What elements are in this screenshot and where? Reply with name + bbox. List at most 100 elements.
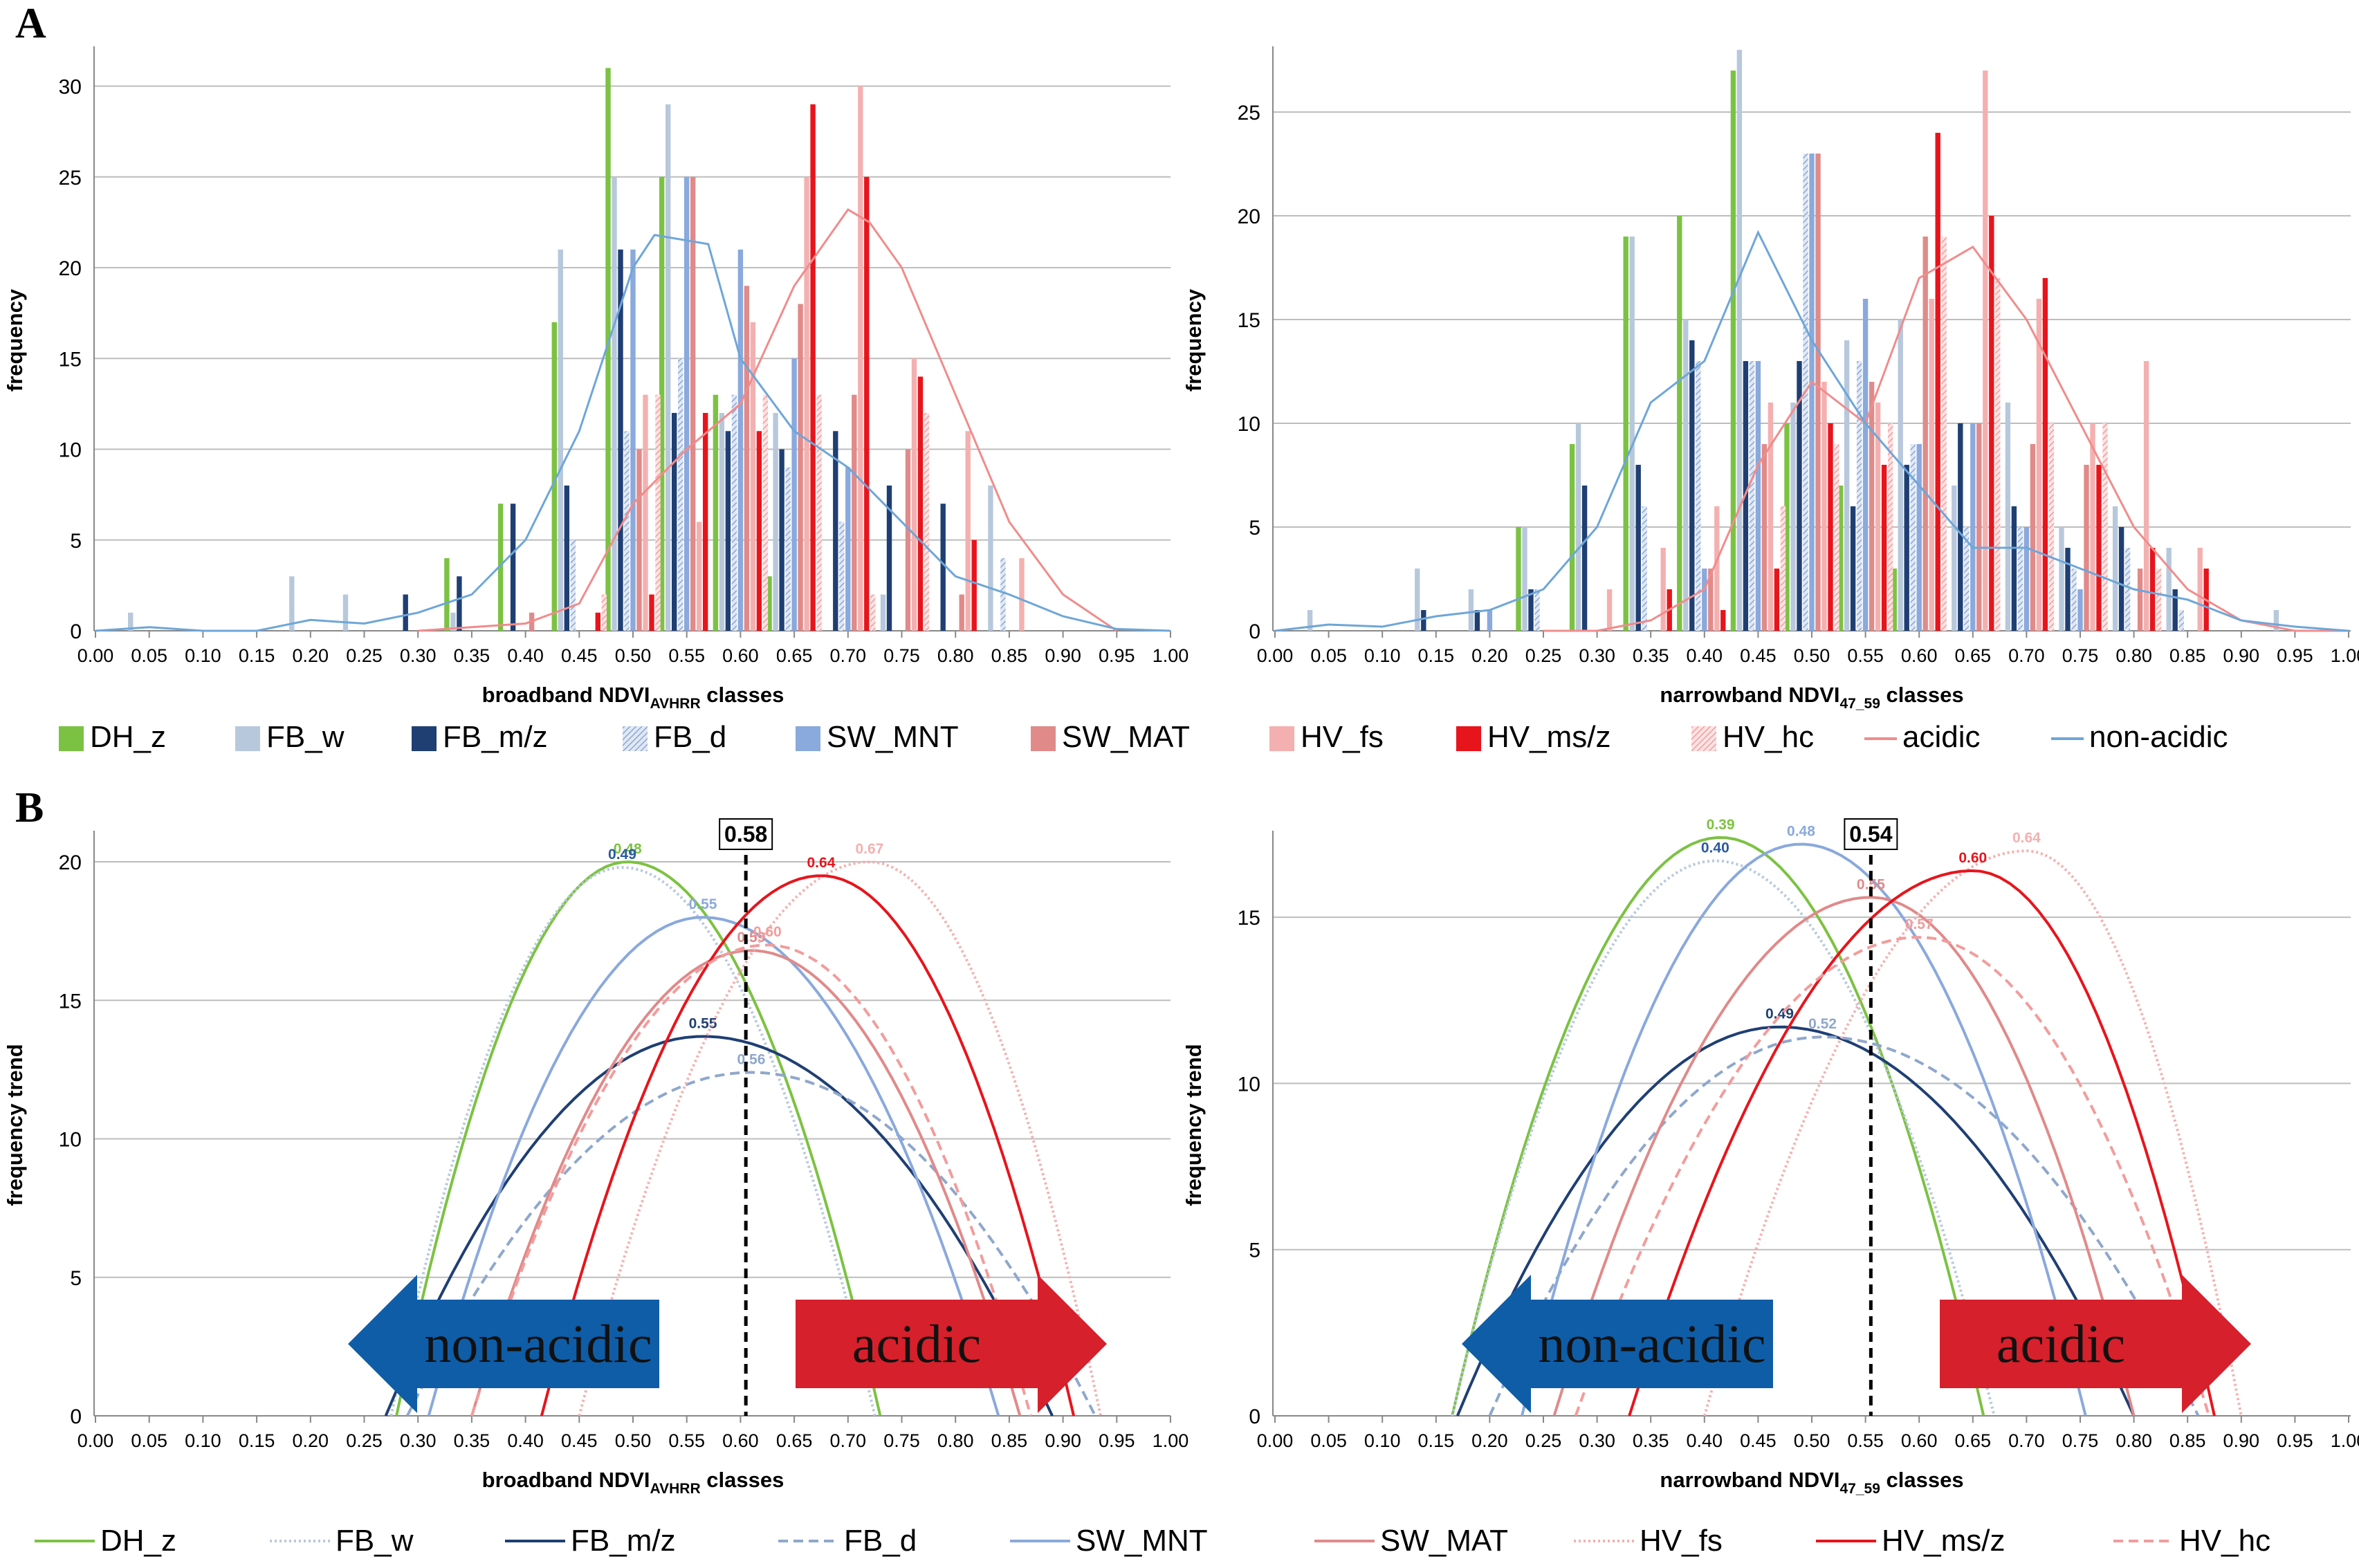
x-tick-label: 0.90 [1045, 1430, 1081, 1451]
x-tick-label: 0.70 [830, 1430, 867, 1451]
bar-fb-m-z [1958, 423, 1963, 631]
x-tick-label: 0.90 [2223, 645, 2260, 666]
bar-fb-m-z [457, 576, 462, 631]
bar-hv-hc [924, 413, 930, 631]
bar-hv-ms-z [649, 594, 654, 631]
curve-dh-z [1451, 836, 1985, 1417]
y-axis-label: frequency [1182, 288, 1206, 391]
x-axis-label: narrowband NDVI47_59 classes [1660, 1468, 1963, 1497]
bar-dh-z [659, 176, 665, 631]
chart-a-right: 0 5 10 15 20 25 0.00 0.05 0.10 0.15 0.20 0.25 0.30 0.… [1182, 46, 2359, 712]
bar-fb-w [558, 249, 563, 631]
bar-fb-m-z [779, 449, 784, 631]
bar-fb-d [678, 358, 683, 631]
bar-fb-m-z [1474, 610, 1480, 631]
bar-sw-mat [1708, 569, 1714, 631]
legend-label-hv-fs: HV_fs [1640, 1524, 1723, 1558]
x-tick-label: 0.55 [1847, 1430, 1884, 1451]
bar-sw-mat [852, 394, 857, 631]
peak-label-hv-ms-z: 0.64 [807, 855, 836, 871]
peak-label-sw-mnt: 0.55 [689, 896, 717, 912]
legend-label-hv-hc: HV_hc [2179, 1524, 2270, 1558]
peak-label-fb-w: 0.49 [608, 847, 636, 863]
x-tick-label: 0.05 [1310, 645, 1347, 666]
bar-sw-mat [1761, 444, 1768, 631]
bar-fb-w [719, 413, 725, 631]
acidic-arrow [796, 1275, 1107, 1413]
peak-label-fb-d: 0.52 [1808, 1016, 1837, 1032]
peak-label-hv-fs: 0.67 [855, 841, 883, 857]
line-acidic [418, 208, 1118, 632]
x-tick-label: 0.95 [2277, 645, 2313, 666]
legend-label-sw-mat: SW_MAT [1380, 1524, 1508, 1558]
bar-hv-fs [1714, 506, 1720, 631]
bar-dh-z [767, 576, 772, 631]
x-tick-label: 0.25 [1525, 645, 1562, 666]
bar-fb-w [880, 594, 886, 631]
x-tick-label: 0.65 [776, 1430, 813, 1451]
x-tick-label: 0.15 [1418, 645, 1455, 666]
bar-fb-w [612, 176, 617, 631]
chart-b-right: 0 5 10 15 0.00 0.05 0.10 0.15 0.20 0.25 0.30 0.35 0.… [1182, 817, 2359, 1497]
bar-hv-ms-z [595, 612, 600, 631]
curve-fb-d [1488, 1035, 2200, 1417]
bar-hv-hc [1887, 423, 1893, 631]
x-tick-label: 0.35 [454, 1430, 490, 1451]
acidic-arrow [1940, 1275, 2251, 1413]
bar-dh-z [497, 504, 504, 631]
x-tick-label: 0.85 [2169, 1430, 2206, 1451]
legend-swatch-hv-ms-z [1456, 726, 1481, 751]
x-tick-label: 0.80 [937, 645, 974, 666]
x-tick-label: 0.30 [400, 1430, 437, 1451]
bar-sw-mat [1922, 237, 1928, 631]
x-tick-label: 0.75 [2062, 645, 2099, 666]
threshold-label: 0.54 [1849, 822, 1892, 847]
bar-sw-mat [744, 286, 750, 631]
y-tick-label: 0 [70, 620, 82, 643]
bar-sw-mat [2084, 465, 2089, 631]
x-tick-label: 0.05 [131, 1430, 167, 1451]
bar-fb-m-z [2172, 589, 2178, 631]
bar-dh-z [551, 322, 557, 631]
bar-sw-mnt [1809, 154, 1815, 631]
legend-label-hv-fs: HV_fs [1301, 720, 1384, 754]
bar-fb-m-z [2011, 506, 2017, 631]
x-tick-label: 0.75 [883, 645, 920, 666]
peak-label-hv-fs: 0.64 [2012, 830, 2041, 846]
y-tick-label: 10 [1238, 1073, 1260, 1096]
bar-hv-hc [1941, 237, 1947, 631]
bar-fb-d [1642, 506, 1647, 631]
curve-fb-m-z [1456, 1025, 2136, 1417]
bar-fb-w [450, 612, 456, 631]
line-non-acidic [1274, 230, 2349, 632]
bar-hv-fs [1768, 403, 1774, 631]
bar-fb-w [988, 486, 993, 631]
x-tick-label: 0.75 [2062, 1430, 2099, 1451]
y-tick-label: 5 [1249, 517, 1260, 539]
x-tick-label: 0.75 [883, 1430, 920, 1451]
x-tick-label: 0.40 [1687, 645, 1723, 666]
legend-top: DH_z FB_w FB_m/z FB_d SW_MNT SW_MAT HV_fs HV_ms… [59, 720, 2228, 754]
bar-fb-m-z [833, 431, 838, 631]
x-axis-label-main: broadband NDVI [482, 683, 650, 707]
bar-dh-z [1891, 569, 1897, 631]
x-tick-label: 0.15 [239, 1430, 275, 1451]
bar-fb-d [2178, 610, 2184, 631]
bar-sw-mnt [630, 249, 636, 631]
peak-label-dh-z: 0.39 [1707, 817, 1735, 833]
legend-label-fb-d: FB_d [844, 1524, 917, 1558]
x-tick-label: 0.55 [668, 645, 705, 666]
x-tick-label: 0.40 [507, 645, 544, 666]
bar-dh-z [1837, 486, 1844, 631]
bar-fb-m-z [1904, 465, 1909, 631]
x-axis-label: narrowband NDVI47_59 classes [1660, 683, 1963, 712]
x-tick-label: 0.00 [77, 645, 114, 666]
bar-hv-fs [1983, 71, 1988, 631]
bar-sw-mat [2030, 444, 2036, 631]
curve-fb-w [389, 866, 876, 1417]
bar-fb-m-z [1850, 506, 1856, 631]
legend-swatch-fb-m-z [412, 726, 437, 751]
y-tick-label: 15 [59, 348, 82, 371]
x-tick-label: 0.15 [1418, 1430, 1455, 1451]
